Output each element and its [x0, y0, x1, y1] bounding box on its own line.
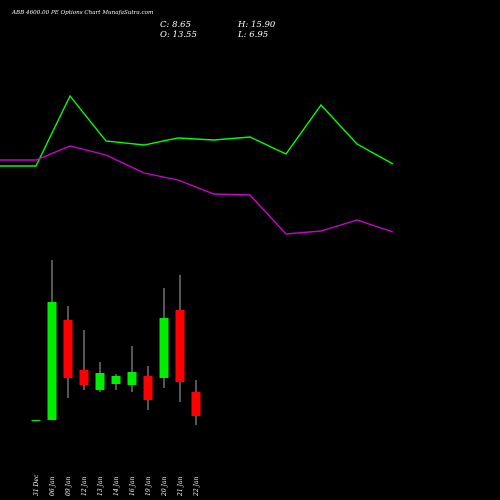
open-value: O: 13.55 — [160, 30, 197, 40]
date-tick-label: 14 Jan — [113, 476, 120, 496]
candle-12-jan — [79, 330, 89, 390]
candle-31-dec — [31, 420, 41, 422]
candle-21-jan — [175, 275, 185, 402]
high-value: H: 15.90 — [237, 20, 276, 30]
chart-title: ABB 4600.00 PE Options Chart MunafaSutra… — [11, 10, 153, 16]
candlestick-series — [31, 260, 201, 425]
magenta-indicator-line — [0, 145, 394, 235]
date-tick-label: 20 Jan — [161, 476, 168, 497]
date-axis: 31 Dec 06 Jan 09 Jan 12 Jan 13 Jan 14 Jan 16 J… — [33, 474, 200, 497]
date-tick-label: 31 Dec — [33, 474, 40, 496]
candle-body — [79, 370, 89, 385]
candle-09-jan — [63, 306, 73, 398]
low-value: L: 6.95 — [237, 30, 268, 40]
date-tick-label: 13 Jan — [97, 476, 104, 496]
candle-body — [159, 318, 169, 378]
date-tick-label: 12 Jan — [81, 476, 88, 496]
date-tick-label: 09 Jan — [65, 476, 72, 496]
candle-14-jan — [111, 374, 121, 390]
indicator-lines — [0, 94, 394, 235]
candle-body — [31, 420, 41, 422]
candle-body — [127, 372, 137, 385]
date-tick-label: 16 Jan — [129, 476, 136, 496]
close-value: C: 8.65 — [160, 20, 191, 30]
candle-body — [95, 373, 105, 390]
candle-body — [143, 376, 153, 400]
candle-body — [63, 320, 73, 378]
candle-13-jan — [95, 362, 105, 392]
candle-body — [175, 310, 185, 382]
candle-20-jan — [159, 288, 169, 388]
candle-16-jan — [127, 346, 137, 392]
candle-06-jan — [47, 260, 57, 420]
candle-22-jan — [191, 380, 201, 425]
candle-19-jan — [143, 366, 153, 410]
date-tick-label: 22 Jan — [193, 476, 200, 497]
date-tick-label: 21 Jan — [177, 476, 184, 497]
candle-body — [47, 302, 57, 420]
date-tick-label: 06 Jan — [49, 476, 56, 496]
date-tick-label: 19 Jan — [145, 476, 152, 496]
candle-body — [191, 392, 201, 416]
green-indicator-line — [0, 94, 394, 167]
candle-body — [111, 376, 121, 384]
